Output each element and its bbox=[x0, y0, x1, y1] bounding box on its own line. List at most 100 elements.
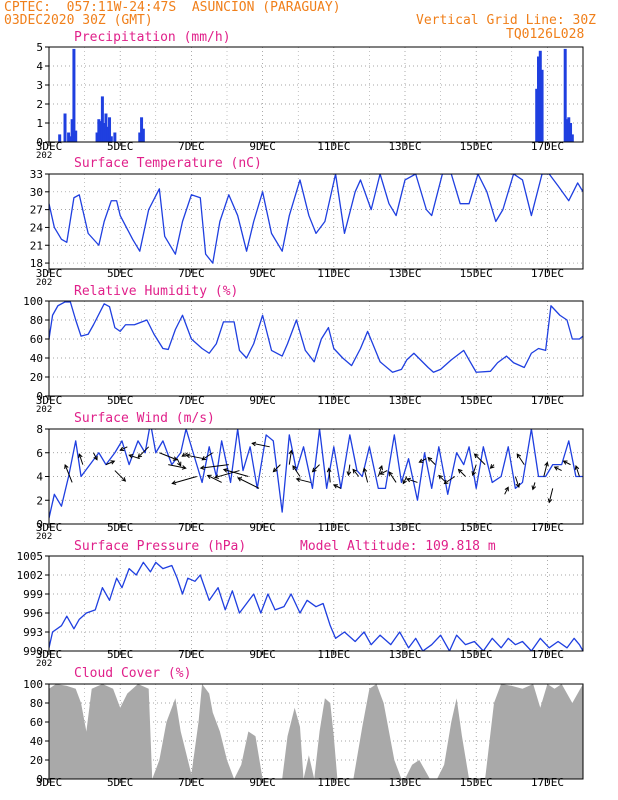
wind-vector bbox=[543, 462, 548, 477]
y-tick-label: 2 bbox=[36, 494, 43, 507]
wind-vector bbox=[296, 478, 311, 483]
y-tick-label: 5 bbox=[36, 41, 43, 54]
wind-vector-head bbox=[326, 467, 332, 473]
precipitation-bar bbox=[68, 136, 72, 142]
panel-frame bbox=[48, 683, 584, 780]
panel-title: Surface Temperature (nC) bbox=[74, 156, 262, 171]
x-tick-label: 3DEC bbox=[36, 394, 63, 407]
x-tick-label: 15DEC bbox=[460, 776, 493, 789]
panel-frame bbox=[48, 300, 584, 397]
wind-vector-head bbox=[402, 479, 407, 485]
y-tick-label: 8 bbox=[36, 423, 43, 436]
wind-vector-head bbox=[515, 482, 521, 488]
y-tick-label: 60 bbox=[30, 333, 43, 346]
y-tick-label: 40 bbox=[30, 352, 43, 365]
x-tick-label: 13DEC bbox=[388, 648, 421, 661]
y-tick-label: 18 bbox=[30, 257, 43, 270]
wind-vector bbox=[347, 464, 351, 476]
wind-vector-head bbox=[181, 465, 187, 470]
x-tick-label: 7DEC bbox=[178, 267, 205, 280]
wind-vector bbox=[137, 446, 150, 458]
wind-vector-head bbox=[119, 446, 125, 451]
wind-vector-head bbox=[237, 477, 243, 482]
precipitation-bar bbox=[141, 128, 145, 142]
wind-vector bbox=[444, 476, 456, 484]
x-tick-label: 15DEC bbox=[460, 394, 493, 407]
wind-vector bbox=[168, 464, 186, 469]
wind-vector-head bbox=[93, 455, 98, 461]
x-tick-label: 7DEC bbox=[178, 394, 205, 407]
y-tick-label: 1 bbox=[36, 117, 43, 130]
precipitation-bar bbox=[63, 113, 67, 142]
x-tick-label: 3DEC bbox=[36, 521, 63, 534]
wind-vector-head bbox=[128, 453, 134, 459]
wind-vector-head bbox=[288, 449, 294, 455]
x-tick-label: 11DEC bbox=[317, 267, 350, 280]
x-tick-label: 17DEC bbox=[531, 648, 564, 661]
precipitation-bar bbox=[58, 134, 62, 142]
wind-vector-head bbox=[516, 453, 522, 459]
wind-vector-head bbox=[251, 441, 257, 447]
year-fragment: 202 bbox=[36, 278, 52, 288]
y-tick-label: 33 bbox=[30, 168, 43, 181]
wind-vector-head bbox=[332, 484, 338, 489]
precipitation-bar bbox=[72, 48, 76, 142]
wind-vector bbox=[379, 470, 388, 475]
y-tick-label: 4 bbox=[36, 471, 43, 484]
wind-vector-head bbox=[471, 471, 476, 477]
x-tick-label: 13DEC bbox=[388, 267, 421, 280]
wind-vector-head bbox=[177, 461, 182, 467]
wind-vector-head bbox=[562, 460, 568, 465]
wind-vector bbox=[458, 469, 466, 477]
x-tick-label: 11DEC bbox=[317, 776, 350, 789]
precipitation-bar bbox=[102, 123, 106, 142]
wind-vector-head bbox=[574, 465, 580, 471]
header-model-code: TQ0126L028 bbox=[506, 27, 585, 42]
precipitation-bar bbox=[567, 117, 571, 142]
x-tick-label: 7DEC bbox=[178, 776, 205, 789]
wind-vector bbox=[504, 487, 509, 495]
wind-vector bbox=[93, 452, 98, 460]
x-tick-label: 9DEC bbox=[249, 776, 276, 789]
x-tick-label: 13DEC bbox=[388, 140, 421, 153]
wind-vector bbox=[402, 476, 408, 484]
x-tick-label: 5DEC bbox=[107, 776, 134, 789]
wind-vector-head bbox=[213, 474, 219, 479]
y-tick-label: 0 bbox=[36, 773, 43, 786]
x-tick-label: 15DEC bbox=[460, 140, 493, 153]
panel-2 bbox=[45, 300, 584, 400]
wind-vector bbox=[516, 453, 525, 465]
y-tick-label: 27 bbox=[30, 204, 43, 217]
precipitation-bar bbox=[563, 48, 567, 142]
wind-vector-head bbox=[199, 465, 205, 471]
y-tick-label: 30 bbox=[30, 186, 43, 199]
panel-title: Surface Pressure (hPa) bbox=[74, 539, 246, 554]
y-tick-label: 0 bbox=[36, 518, 43, 531]
wind-vector-head bbox=[222, 468, 228, 473]
wind-vector bbox=[406, 478, 418, 483]
wind-vector bbox=[207, 474, 222, 483]
wind-vector-head bbox=[64, 463, 69, 469]
panel-frame bbox=[48, 173, 584, 270]
precipitation-bar bbox=[74, 130, 78, 142]
panel-frame bbox=[48, 46, 584, 143]
wind-vector bbox=[105, 460, 115, 466]
y-tick-label: 20 bbox=[30, 371, 43, 384]
x-tick-label: 7DEC bbox=[178, 648, 205, 661]
x-tick-label: 5DEC bbox=[107, 521, 134, 534]
x-tick-label: 9DEC bbox=[249, 394, 276, 407]
wind-vector bbox=[78, 453, 84, 465]
y-tick-label: 2 bbox=[36, 98, 43, 111]
precipitation-bar bbox=[70, 119, 74, 142]
x-tick-label: 11DEC bbox=[317, 394, 350, 407]
wind-vector-head bbox=[311, 467, 317, 473]
wind-vector-head bbox=[206, 474, 212, 480]
header-datetime: 03DEC2020 30Z (GMT) bbox=[4, 13, 153, 28]
precipitation-bar bbox=[540, 69, 544, 142]
wind-vector-head bbox=[137, 453, 143, 459]
wind-vector-head bbox=[110, 460, 116, 465]
wind-vector bbox=[377, 465, 383, 477]
y-tick-label: 6 bbox=[36, 447, 43, 460]
panel-4 bbox=[45, 555, 584, 655]
wind-vector-head bbox=[427, 456, 433, 462]
